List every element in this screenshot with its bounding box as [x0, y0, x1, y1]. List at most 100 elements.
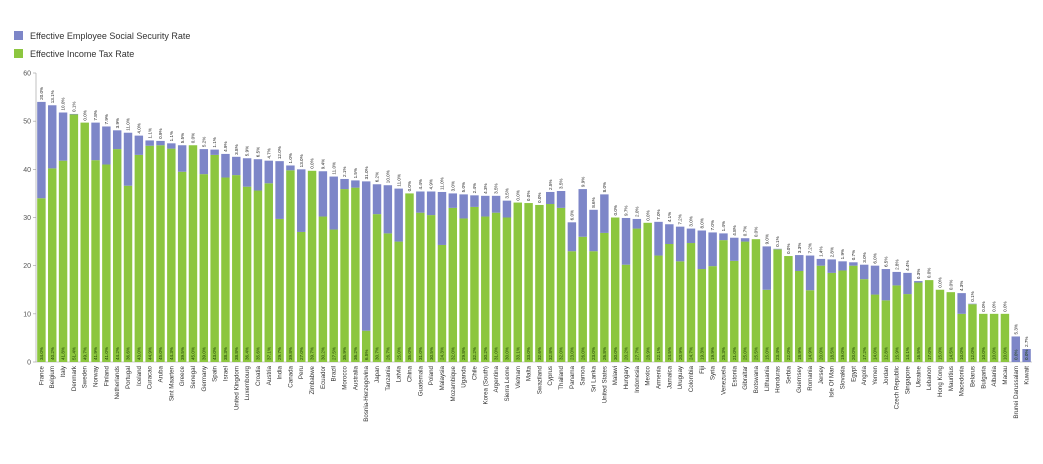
bar-social-security — [459, 194, 468, 219]
bar-income-tax — [264, 183, 273, 362]
bar-social-security — [665, 224, 674, 244]
value-label-social-security: 7.2% — [678, 214, 683, 224]
value-label-income-tax: 27.7% — [634, 347, 639, 360]
bar-social-security — [838, 261, 847, 271]
value-label-social-security: 5.0% — [461, 182, 466, 192]
y-tick-label: 20 — [23, 263, 31, 270]
value-label-social-security: 0.7% — [851, 250, 856, 260]
value-label-income-tax: 35.9% — [342, 347, 347, 360]
bar-social-security — [340, 178, 349, 190]
bar-income-tax — [859, 279, 869, 362]
bar-social-security — [232, 156, 241, 176]
value-label-social-security: 2.4% — [472, 183, 477, 193]
x-category-label: Denmark — [71, 365, 78, 391]
value-label-income-tax: 22.0% — [786, 347, 791, 360]
bar-income-tax — [167, 148, 176, 362]
x-category-label: Swaziland — [536, 365, 543, 394]
value-label-social-security: 5.3% — [1013, 324, 1018, 334]
x-category-label: Venezuela — [720, 365, 727, 394]
x-category-label: Albania — [991, 365, 998, 386]
value-label-social-security: 9.4% — [320, 159, 325, 169]
x-category-label: Aruba — [158, 365, 165, 382]
bar-income-tax — [632, 228, 642, 362]
bar-income-tax — [232, 175, 241, 362]
value-label-income-tax: 37.1% — [266, 347, 271, 360]
bar-income-tax — [253, 190, 263, 362]
value-label-social-security: 8.0% — [699, 218, 704, 228]
bar-income-tax — [329, 229, 338, 362]
x-category-label: Bosnia-Herzegovina — [363, 365, 370, 421]
value-label-social-security: 0.0% — [992, 301, 997, 311]
value-label-social-security: 0.0% — [526, 191, 531, 201]
bar-income-tax — [286, 170, 295, 362]
value-label-social-security: 1.1% — [147, 128, 152, 138]
bar-income-tax — [307, 170, 317, 362]
value-label-income-tax: 12.0% — [970, 347, 975, 360]
bar-income-tax — [459, 218, 468, 362]
value-label-social-security: 0.0% — [191, 133, 196, 143]
value-label-income-tax: 28.9% — [645, 347, 650, 360]
value-label-social-security: 7.8% — [93, 110, 98, 120]
value-label-income-tax: 23.0% — [569, 347, 574, 360]
value-label-income-tax: 36.6% — [126, 347, 131, 360]
x-category-label: Senegal — [190, 366, 197, 389]
value-label-income-tax: 25.5% — [754, 347, 759, 360]
bar-income-tax — [318, 216, 328, 362]
value-label-social-security: 7.0% — [656, 209, 661, 219]
y-tick-label: 10 — [23, 311, 31, 318]
x-category-label: Jersey — [818, 365, 825, 384]
value-label-social-security: 2.7% — [1024, 337, 1029, 347]
value-label-income-tax: 44.3% — [169, 347, 174, 360]
bar-income-tax — [221, 177, 230, 362]
value-label-income-tax: 44.9% — [147, 347, 152, 360]
value-label-income-tax: 23.0% — [591, 347, 596, 360]
bar-income-tax — [210, 154, 219, 362]
legend-item-social-security: Effective Employee Social Security Rate — [14, 28, 190, 43]
bar-income-tax — [610, 217, 620, 362]
value-label-social-security: 10.0% — [385, 170, 390, 183]
x-category-label: Guernsey — [796, 365, 803, 393]
value-label-social-security: 7.9% — [104, 114, 109, 124]
value-label-income-tax: 0.0% — [1024, 350, 1029, 360]
value-label-income-tax: 38.3% — [223, 347, 228, 360]
bar-income-tax — [730, 260, 739, 362]
x-category-label: Honduras — [775, 366, 782, 393]
value-label-social-security: 0.0% — [310, 158, 315, 168]
value-label-social-security: 10.0% — [61, 97, 66, 110]
bar-income-tax — [957, 313, 966, 362]
value-label-social-security: 20.0% — [39, 87, 44, 100]
value-label-social-security: 0.7% — [743, 226, 748, 236]
value-label-social-security: 1.1% — [212, 137, 217, 147]
value-label-income-tax: 20.0% — [818, 347, 823, 360]
bar-income-tax — [654, 255, 663, 362]
bar-social-security — [708, 232, 717, 267]
value-label-social-security: 11.0% — [396, 174, 401, 187]
bar-social-security — [112, 130, 122, 150]
x-category-label: Netherlands — [114, 366, 121, 399]
x-category-label: Malta — [526, 365, 533, 381]
value-label-social-security: 31.0% — [364, 166, 369, 179]
value-label-social-security: 6.2% — [375, 172, 380, 182]
bar-social-security — [849, 262, 858, 266]
value-label-income-tax: 21.0% — [732, 347, 737, 360]
x-category-label: Argentina — [493, 365, 500, 392]
bar-income-tax — [145, 145, 154, 362]
bar-income-tax — [188, 145, 198, 362]
x-category-label: Panama — [569, 365, 576, 389]
bar-income-tax — [924, 280, 934, 362]
bar-social-security — [491, 195, 501, 213]
value-label-income-tax: 10.0% — [959, 347, 964, 360]
x-category-label: Isle Of Man — [829, 365, 836, 397]
value-label-income-tax: 19.0% — [840, 347, 845, 360]
bar-income-tax — [870, 294, 880, 362]
bar-income-tax — [37, 198, 46, 362]
x-category-label: Poland — [428, 365, 435, 385]
value-label-social-security: 4.8% — [732, 225, 737, 235]
bar-social-security — [686, 228, 696, 244]
value-label-income-tax: 15.9% — [894, 347, 899, 360]
value-label-income-tax: 38.8% — [234, 347, 239, 360]
value-label-social-security: 4.3% — [959, 281, 964, 291]
value-label-income-tax: 25.3% — [721, 347, 726, 360]
x-category-label: Botswana — [753, 365, 760, 393]
